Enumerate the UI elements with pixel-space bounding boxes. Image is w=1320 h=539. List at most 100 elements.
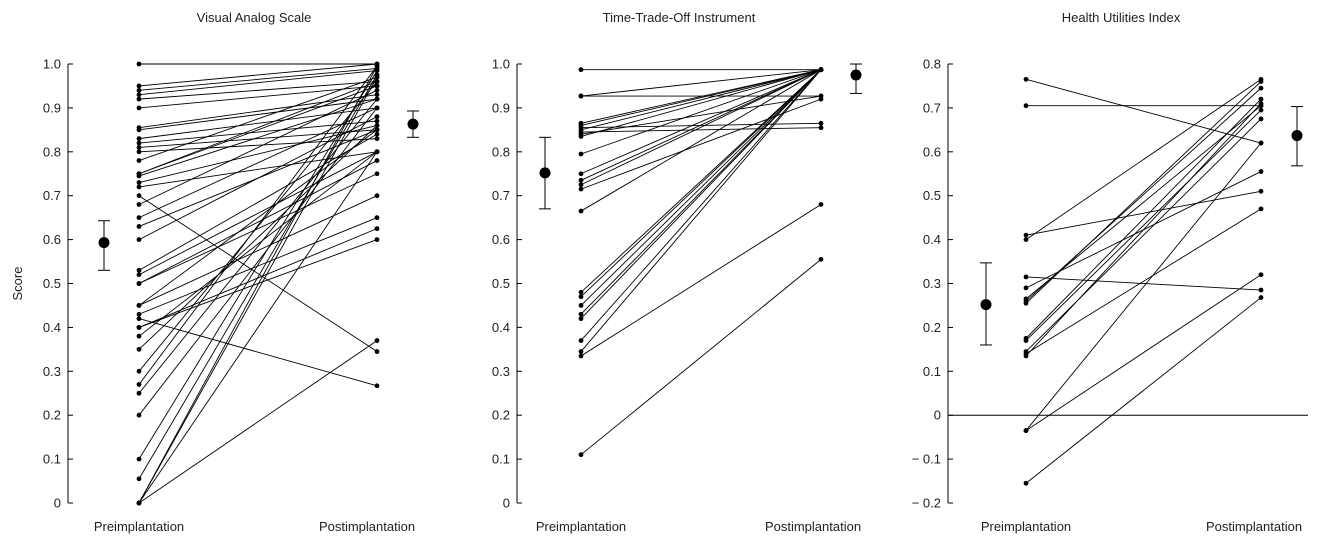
mean-point-post	[1291, 130, 1303, 142]
mean-point-post	[850, 69, 862, 81]
pre-point	[136, 267, 142, 273]
y-tick-label: 0.1	[492, 452, 510, 467]
patient-line	[138, 340, 378, 504]
post-point	[1258, 287, 1264, 293]
pre-point	[1023, 103, 1029, 109]
pre-point	[578, 93, 584, 99]
pre-point	[1023, 338, 1029, 343]
pre-point	[136, 140, 142, 146]
patient-line	[1025, 118, 1262, 352]
pre-point	[136, 136, 142, 142]
patient-line	[138, 81, 378, 100]
patient-line	[138, 70, 378, 460]
patient-line	[138, 125, 378, 350]
post-point	[374, 87, 380, 93]
pre-point	[136, 180, 142, 185]
patient-line	[138, 228, 378, 328]
patient-line	[1025, 276, 1262, 291]
panel-3: Health Utilities Index − 0.2 − 0.1 0 0.1 0.2 0…	[912, 10, 1308, 534]
pre-point	[136, 390, 142, 396]
pre-point	[136, 272, 142, 278]
pre-point	[1023, 237, 1029, 243]
post-point	[374, 92, 380, 98]
patient-line	[138, 76, 378, 162]
pre-point	[1023, 353, 1029, 359]
y-tick-label: 0.4	[43, 320, 61, 335]
pre-point	[136, 158, 142, 163]
y-tick-label: 0.5	[492, 276, 510, 291]
patient-line	[580, 69, 822, 186]
post-point	[374, 83, 380, 89]
pre-point	[136, 456, 142, 462]
post-point	[374, 158, 380, 163]
post-point	[1258, 169, 1264, 174]
patient-line	[580, 98, 822, 190]
patient-line	[138, 76, 378, 504]
patient-line	[138, 107, 378, 416]
panel-2: Time-Trade-Off Instrument 0 0.1 0.2 0.3 0.4 0.…	[492, 10, 862, 534]
patient-line	[1025, 109, 1262, 341]
pre-point	[578, 171, 584, 177]
y-tick-label: 0.6	[923, 144, 941, 159]
patient-line	[580, 69, 822, 297]
post-point	[374, 79, 380, 84]
post-point	[374, 74, 380, 80]
x-label-post: Postimplantation	[1206, 519, 1302, 534]
patient-line	[580, 69, 822, 175]
post-point	[374, 338, 380, 343]
pre-point	[136, 412, 142, 418]
patient-line	[1025, 87, 1262, 302]
patient-line	[138, 195, 378, 352]
patient-line	[138, 107, 378, 140]
patient-line	[1025, 297, 1262, 484]
patient-line	[1025, 78, 1262, 240]
patient-line	[138, 94, 378, 129]
post-point	[1258, 79, 1264, 84]
pre-point	[136, 215, 142, 221]
pre-point	[578, 289, 584, 295]
patient-line	[580, 69, 822, 212]
patient-line	[580, 69, 822, 293]
post-point	[374, 123, 380, 128]
patient-line	[138, 173, 378, 284]
pre-point	[136, 184, 142, 190]
pre-point	[578, 452, 584, 458]
pre-point	[136, 325, 142, 330]
x-label-pre: Preimplantation	[536, 519, 626, 534]
patient-line	[138, 65, 378, 385]
y-tick-label: 1.0	[492, 57, 510, 72]
y-tick-label: 0.3	[923, 276, 941, 291]
pre-point	[136, 237, 142, 243]
post-point	[374, 349, 380, 354]
post-point	[374, 226, 380, 232]
y-tick-label: 0.9	[492, 100, 510, 115]
patient-line	[138, 107, 378, 219]
x-label-pre: Preimplantation	[981, 519, 1071, 534]
patient-line	[138, 63, 378, 87]
patient-line	[138, 129, 378, 148]
patient-line	[138, 65, 378, 504]
patient-line	[138, 151, 378, 504]
patient-line	[138, 81, 378, 372]
post-point	[374, 171, 380, 177]
patient-line	[138, 138, 378, 153]
pre-point	[136, 202, 142, 207]
panel-title: Visual Analog Scale	[197, 10, 312, 25]
pre-point	[136, 316, 142, 322]
post-point	[818, 256, 824, 262]
pre-point	[1023, 300, 1029, 306]
y-tick-label: 0.6	[492, 232, 510, 247]
y-tick-label: 0.7	[923, 100, 941, 115]
post-point	[374, 215, 380, 221]
pre-point	[136, 476, 142, 482]
y-axis-label: Score	[10, 267, 25, 301]
patient-line	[1025, 190, 1262, 236]
patient-line	[138, 85, 378, 109]
post-point	[374, 96, 380, 102]
pre-point	[578, 182, 584, 188]
patient-line	[580, 69, 822, 306]
pre-point	[578, 316, 584, 322]
post-point	[1258, 116, 1264, 122]
y-tick-label: 0.8	[923, 57, 941, 72]
post-point	[818, 125, 824, 131]
